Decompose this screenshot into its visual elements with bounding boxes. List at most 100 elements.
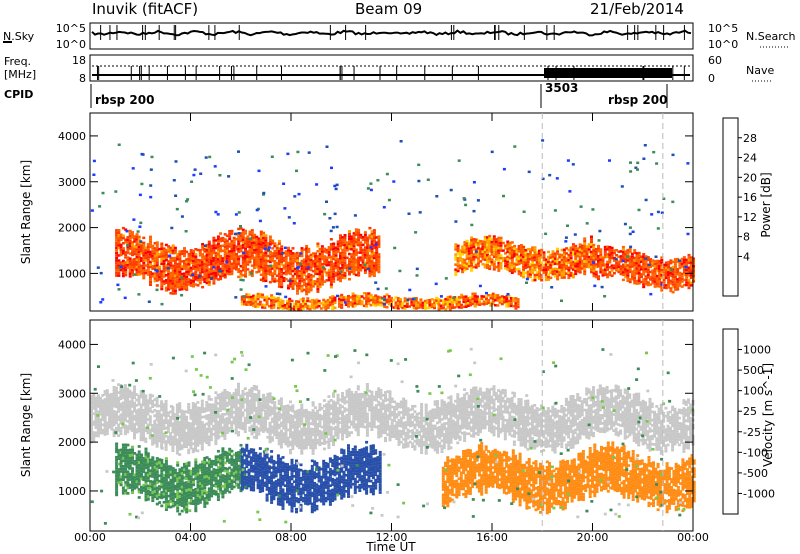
echo-cell bbox=[685, 283, 689, 287]
echo-cell bbox=[281, 304, 285, 308]
echo-cell bbox=[348, 230, 351, 233]
echo-cell bbox=[158, 474, 162, 478]
echo-cell bbox=[153, 252, 157, 255]
echo-cell bbox=[405, 305, 409, 308]
echo-cell bbox=[300, 287, 304, 290]
echo-cell bbox=[387, 302, 391, 306]
echo-cell bbox=[277, 280, 281, 283]
echo-cell bbox=[292, 493, 296, 497]
echo-cell bbox=[309, 253, 313, 257]
echo-cell bbox=[296, 259, 299, 262]
echo-cell bbox=[155, 271, 159, 275]
echo-cell bbox=[230, 242, 234, 245]
echo-cell bbox=[268, 255, 272, 259]
echo-cell bbox=[311, 282, 315, 285]
echo-cell bbox=[483, 245, 487, 249]
echo-cell bbox=[178, 270, 182, 274]
echo-cell bbox=[590, 253, 593, 256]
echo-cell bbox=[128, 486, 132, 489]
echo-cell bbox=[228, 447, 232, 451]
echo-cell bbox=[243, 459, 246, 462]
echo-cell bbox=[128, 257, 132, 260]
echo-cell bbox=[212, 264, 216, 267]
echo-cell bbox=[606, 245, 610, 249]
echo-cell bbox=[247, 455, 251, 458]
echo-cell bbox=[235, 476, 238, 479]
echo-cell bbox=[483, 266, 487, 269]
echo-cell bbox=[180, 496, 184, 499]
echo-cell bbox=[490, 260, 494, 264]
echo-cell bbox=[291, 259, 295, 263]
echo-cell bbox=[636, 161, 640, 165]
echo-cell bbox=[162, 262, 166, 266]
echo-cell bbox=[173, 271, 177, 275]
echo-cell bbox=[310, 475, 314, 479]
echo-cell bbox=[247, 293, 251, 296]
echo-cell bbox=[331, 496, 335, 500]
echo-cell bbox=[245, 465, 249, 468]
echo-cell bbox=[185, 250, 189, 254]
echo-cell bbox=[673, 263, 677, 266]
echo-cell bbox=[504, 247, 508, 250]
echo-cell bbox=[223, 263, 227, 266]
echo-cell bbox=[667, 273, 671, 276]
echo-cell bbox=[354, 266, 358, 269]
echo-cell bbox=[556, 277, 560, 281]
echo-cell bbox=[142, 254, 146, 257]
echo-cell bbox=[225, 262, 229, 265]
echo-cell bbox=[214, 460, 218, 464]
echo-cell bbox=[629, 245, 633, 249]
echo-cell bbox=[574, 272, 578, 276]
echo-cell bbox=[651, 282, 655, 285]
echo-cell bbox=[140, 466, 143, 470]
echo-cell bbox=[246, 237, 250, 241]
echo-cell bbox=[142, 241, 146, 245]
echo-cell bbox=[423, 299, 427, 303]
echo-cell bbox=[328, 468, 332, 471]
echo-cell bbox=[412, 299, 416, 302]
echo-cell bbox=[271, 259, 275, 263]
echo-cell bbox=[286, 489, 289, 493]
echo-cell bbox=[256, 478, 260, 482]
echo-cell bbox=[124, 456, 128, 460]
echo-cell bbox=[310, 470, 314, 473]
echo-cell bbox=[689, 269, 693, 272]
echo-cell bbox=[256, 462, 260, 465]
echo-cell bbox=[240, 300, 244, 304]
echo-cell bbox=[372, 244, 376, 247]
echo-cell bbox=[651, 264, 655, 267]
echo-cell bbox=[249, 475, 253, 478]
echo-cell bbox=[471, 300, 475, 303]
echo-cell bbox=[495, 255, 498, 259]
echo-cell bbox=[689, 263, 693, 267]
echo-cell bbox=[291, 262, 295, 265]
echo-cell bbox=[617, 255, 621, 258]
echo-cell bbox=[601, 256, 605, 259]
echo-cell bbox=[426, 299, 430, 302]
echo-cell bbox=[316, 290, 320, 293]
echo-cell bbox=[124, 483, 128, 487]
echo-cell bbox=[137, 469, 141, 472]
echo-cell bbox=[121, 269, 125, 273]
echo-cell bbox=[212, 251, 216, 255]
echo-cell bbox=[599, 248, 603, 251]
echo-cell bbox=[519, 261, 523, 265]
echo-cell bbox=[310, 505, 314, 508]
echo-cell bbox=[514, 307, 518, 310]
echo-cell bbox=[196, 496, 200, 500]
echo-cell bbox=[180, 285, 184, 288]
echo-cell bbox=[116, 283, 120, 287]
echo-cell bbox=[287, 266, 290, 270]
echo-cell bbox=[499, 244, 503, 247]
echo-cell bbox=[219, 467, 223, 471]
echo-cell bbox=[660, 283, 664, 286]
echo-cell bbox=[198, 281, 202, 285]
echo-cell bbox=[308, 480, 312, 484]
echo-cell bbox=[522, 265, 526, 269]
echo-cell bbox=[384, 287, 388, 290]
echo-cell bbox=[302, 278, 306, 282]
echo-cell bbox=[225, 242, 229, 245]
echo-cell bbox=[207, 275, 211, 279]
echo-cell bbox=[239, 272, 243, 276]
echo-cell bbox=[137, 245, 141, 249]
